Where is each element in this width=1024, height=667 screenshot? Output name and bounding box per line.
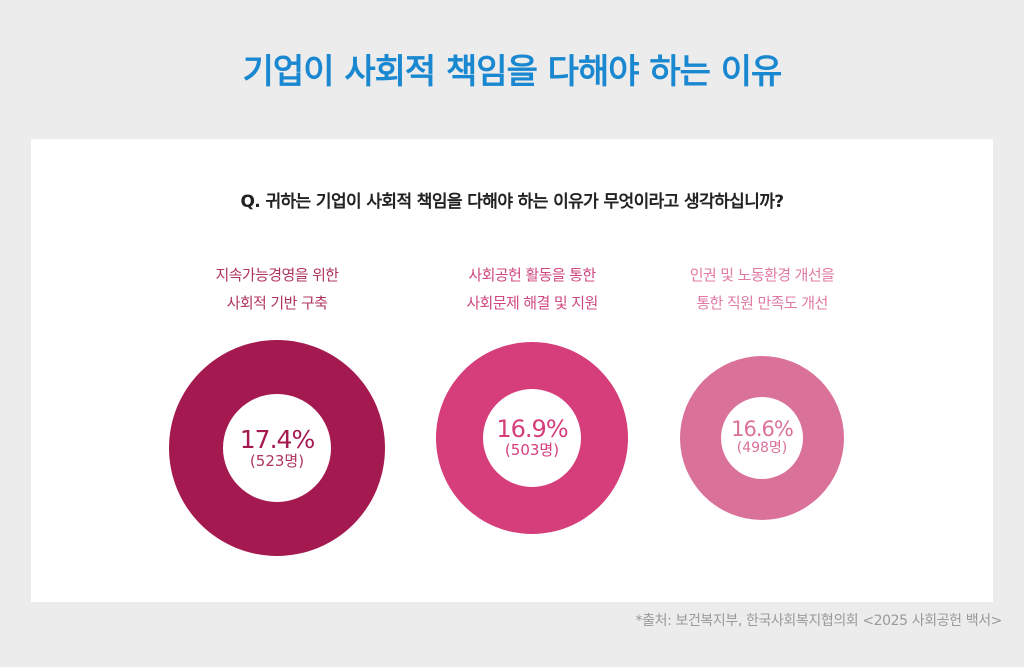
page-title: 기업이 사회적 책임을 다해야 하는 이유	[242, 52, 783, 92]
chart-item-label: 인권 및 노동환경 개선을 통한 직원 만족도 개선	[662, 261, 862, 317]
donut-center: 16.6% (498명)	[721, 397, 803, 479]
percent-value: 17.4%	[239, 424, 315, 454]
respondent-count: (498명)	[736, 440, 788, 457]
respondent-count: (503명)	[504, 441, 560, 459]
chart-card: Q. 귀하는 기업이 사회적 책임을 다해야 하는 이유가 무엇이라고 생각하십…	[31, 139, 993, 602]
survey-question: Q. 귀하는 기업이 사회적 책임을 다해야 하는 이유가 무엇이라고 생각하십…	[240, 192, 784, 212]
chart-item-label: 지속가능경영을 위한 사회적 기반 구축	[177, 261, 377, 317]
donut-ring-2: 16.9% (503명)	[436, 342, 628, 534]
percent-value: 16.6%	[731, 417, 794, 442]
donut-center: 16.9% (503명)	[483, 389, 581, 487]
donut-ring-1: 17.4% (523명)	[169, 340, 385, 556]
label-line-2: 사회적 기반 구축	[226, 294, 328, 312]
chart-item-label: 사회공헌 활동을 통한 사회문제 해결 및 지원	[432, 261, 632, 317]
respondent-count: (523명)	[249, 451, 305, 470]
donut-center: 17.4% (523명)	[223, 394, 331, 502]
source-note: *출처: 보건복지부, 한국사회복지협의회 <2025 사회공헌 백서>	[635, 613, 1003, 629]
label-line-1: 인권 및 노동환경 개선을	[689, 266, 835, 284]
label-line-2: 사회문제 해결 및 지원	[466, 294, 598, 312]
label-line-1: 지속가능경영을 위한	[215, 266, 340, 284]
label-line-2: 통한 직원 만족도 개선	[696, 294, 828, 312]
percent-value: 16.9%	[496, 415, 568, 443]
label-line-1: 사회공헌 활동을 통한	[468, 266, 596, 284]
donut-ring-3: 16.6% (498명)	[680, 356, 844, 520]
